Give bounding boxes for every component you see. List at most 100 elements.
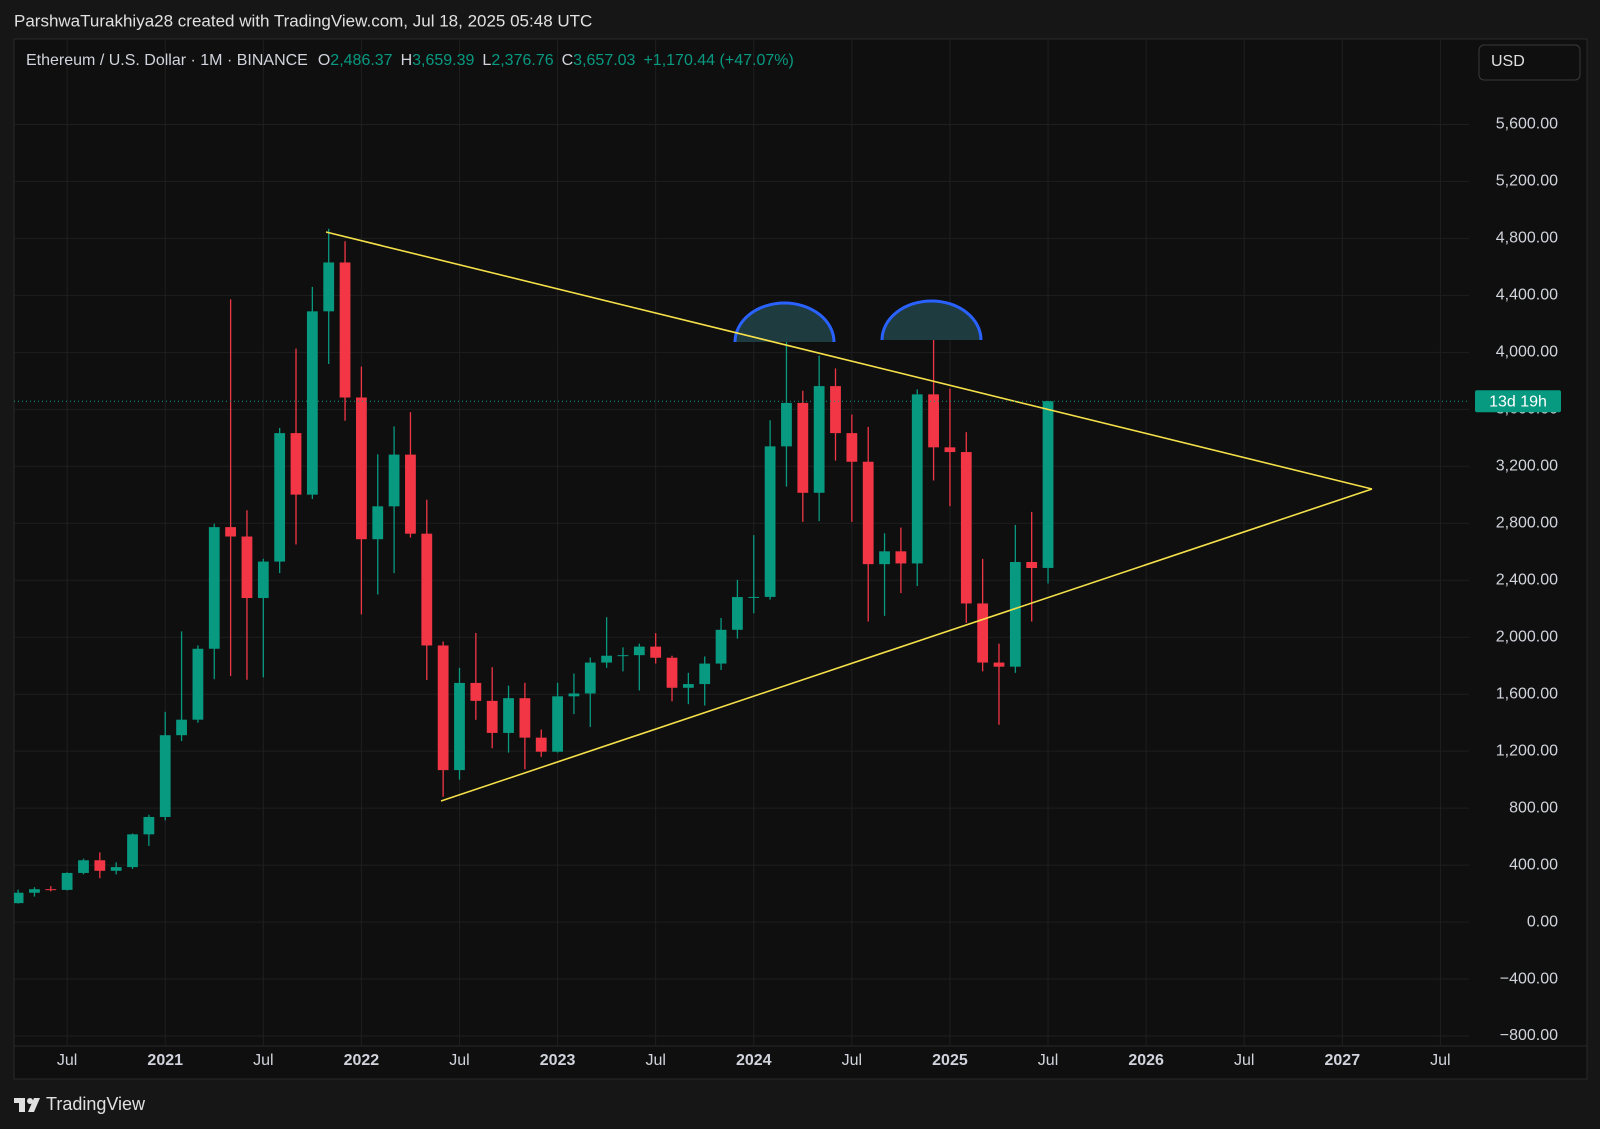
candle-body bbox=[110, 867, 122, 871]
candle-body bbox=[421, 533, 433, 646]
candle-body bbox=[699, 663, 711, 685]
candle-body bbox=[911, 394, 923, 564]
candle-body bbox=[225, 527, 237, 537]
candle-body bbox=[601, 655, 613, 663]
candle-body bbox=[813, 386, 825, 493]
x-tick-label: Jul bbox=[645, 1052, 665, 1069]
candle-body bbox=[176, 719, 187, 736]
logo-part bbox=[28, 1098, 40, 1112]
candle-body bbox=[715, 629, 727, 664]
grid bbox=[14, 39, 1469, 1046]
legend-low-key: L bbox=[482, 52, 491, 69]
candle-body bbox=[470, 682, 482, 701]
x-tick-label: Jul bbox=[57, 1052, 77, 1069]
candle-body bbox=[241, 536, 253, 599]
candle-body bbox=[192, 648, 204, 720]
candle-body bbox=[45, 889, 57, 891]
candle-body bbox=[846, 433, 858, 462]
candle-body bbox=[781, 402, 792, 447]
x-tick-label: 2024 bbox=[736, 1052, 772, 1069]
y-tick-label: −400.00 bbox=[1500, 970, 1558, 987]
legend-open-key: O bbox=[318, 52, 330, 69]
x-tick-label: Jul bbox=[449, 1052, 469, 1069]
y-tick-label: 2,400.00 bbox=[1496, 571, 1558, 588]
candle-body bbox=[454, 682, 465, 771]
candle-body bbox=[650, 646, 662, 658]
candle-body bbox=[960, 452, 972, 604]
currency-label[interactable]: USD bbox=[1491, 53, 1525, 70]
candle-body bbox=[666, 657, 678, 688]
x-tick-label: Jul bbox=[1234, 1052, 1254, 1069]
candle-body bbox=[306, 311, 318, 495]
candle-body bbox=[748, 596, 760, 598]
candle-body bbox=[14, 892, 24, 904]
candle-body bbox=[732, 597, 743, 630]
y-tick-label: 4,800.00 bbox=[1496, 230, 1558, 247]
dome-fill bbox=[882, 301, 981, 340]
candle-body bbox=[486, 700, 498, 733]
candle-body bbox=[584, 662, 596, 694]
axes: −800.00 −400.00 0.00 400.00 800.00 1,200.00 1,… bbox=[14, 116, 1561, 1069]
candle-body bbox=[127, 834, 138, 868]
y-tick-label: 1,200.00 bbox=[1496, 742, 1558, 759]
candle-body bbox=[535, 737, 547, 752]
y-tick-label: 4,400.00 bbox=[1496, 287, 1558, 304]
candle-body bbox=[257, 561, 269, 599]
candle-body bbox=[633, 646, 645, 656]
candle-body bbox=[682, 684, 694, 688]
x-tick-label: 2025 bbox=[932, 1052, 968, 1069]
candle-body bbox=[1026, 562, 1038, 568]
candle-body bbox=[797, 402, 809, 493]
candles bbox=[14, 228, 1054, 904]
y-tick-label: 1,600.00 bbox=[1496, 685, 1558, 702]
candle-body bbox=[61, 872, 73, 890]
x-tick-label: Jul bbox=[1430, 1052, 1450, 1069]
y-tick-label: 800.00 bbox=[1509, 799, 1558, 816]
candle-body bbox=[143, 816, 155, 835]
dome-arc bbox=[880, 299, 983, 341]
y-tick-label: 5,600.00 bbox=[1496, 116, 1558, 133]
y-tick-label: 5,200.00 bbox=[1496, 173, 1558, 190]
legend-high: 3,659.39 bbox=[412, 52, 474, 69]
candle-body bbox=[862, 461, 874, 565]
y-tick-label: 4,000.00 bbox=[1496, 344, 1558, 361]
x-tick-label: 2026 bbox=[1128, 1052, 1164, 1069]
brand-logo: TradingView bbox=[14, 1094, 146, 1114]
y-tick-label: −800.00 bbox=[1500, 1027, 1558, 1044]
candle-body bbox=[977, 603, 989, 663]
brand: TradingView bbox=[46, 1094, 146, 1114]
candle-body bbox=[519, 698, 531, 738]
x-tick-label: Jul bbox=[842, 1052, 862, 1069]
legend-high-key: H bbox=[401, 52, 413, 69]
logo-part bbox=[27, 1098, 33, 1104]
candle-body bbox=[208, 527, 220, 649]
candle-body bbox=[388, 454, 400, 507]
legend-close: 3,657.03 bbox=[573, 52, 635, 69]
candle-body bbox=[1009, 562, 1021, 667]
currency-button-frame[interactable] bbox=[1478, 44, 1581, 81]
trend-line-upper bbox=[325, 231, 1373, 490]
candle-body bbox=[993, 662, 1005, 667]
x-tick-label: Jul bbox=[253, 1052, 273, 1069]
legend-open: 2,486.37 bbox=[330, 52, 392, 69]
legend-close-key: C bbox=[562, 52, 574, 69]
legend-change: +1,170.44 (+47.07%) bbox=[643, 52, 793, 69]
candle-body bbox=[356, 397, 367, 540]
candle-body bbox=[552, 696, 563, 752]
header: ParshwaTurakhiya28 created with TradingV… bbox=[14, 11, 592, 30]
x-tick-label: 2022 bbox=[344, 1052, 380, 1069]
logo-part bbox=[19, 1098, 25, 1112]
candle-body bbox=[503, 698, 514, 733]
currency-button[interactable]: USD bbox=[1478, 44, 1581, 81]
y-tick-label: 400.00 bbox=[1509, 856, 1558, 873]
dome-arc bbox=[733, 301, 836, 343]
candle-body bbox=[879, 551, 890, 565]
y-tick-label: 0.00 bbox=[1527, 913, 1558, 930]
trend-line-lower bbox=[440, 488, 1373, 802]
candle-body bbox=[290, 433, 302, 495]
dome-fill bbox=[735, 303, 834, 342]
candle-body bbox=[405, 454, 416, 534]
candle-body bbox=[159, 735, 171, 817]
